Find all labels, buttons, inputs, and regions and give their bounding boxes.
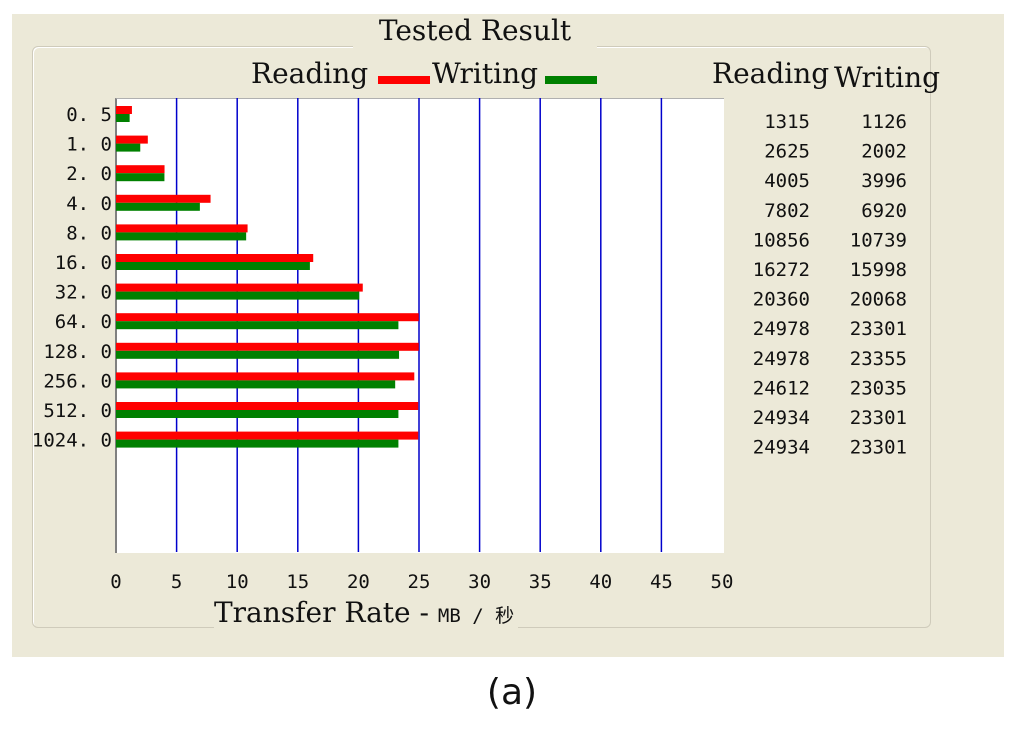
x-axis-unit: MB / 秒: [437, 605, 515, 627]
legend: Reading Writing: [240, 56, 634, 96]
x-axis-title-text: Transfer Rate -: [214, 596, 438, 629]
table-header-reading: Reading: [712, 57, 830, 90]
chart-title: Tested Result: [353, 14, 597, 48]
legend-reading-label: Reading: [251, 57, 369, 90]
legend-reading-swatch: [378, 76, 430, 84]
legend-writing-swatch: [545, 76, 597, 84]
x-axis-title: Transfer Rate - MB / 秒: [214, 594, 518, 632]
figure-caption: (a): [486, 672, 538, 713]
table-header-writing: Writing: [834, 61, 941, 94]
plot-area: [115, 98, 724, 553]
legend-writing-label: Writing: [432, 57, 539, 90]
